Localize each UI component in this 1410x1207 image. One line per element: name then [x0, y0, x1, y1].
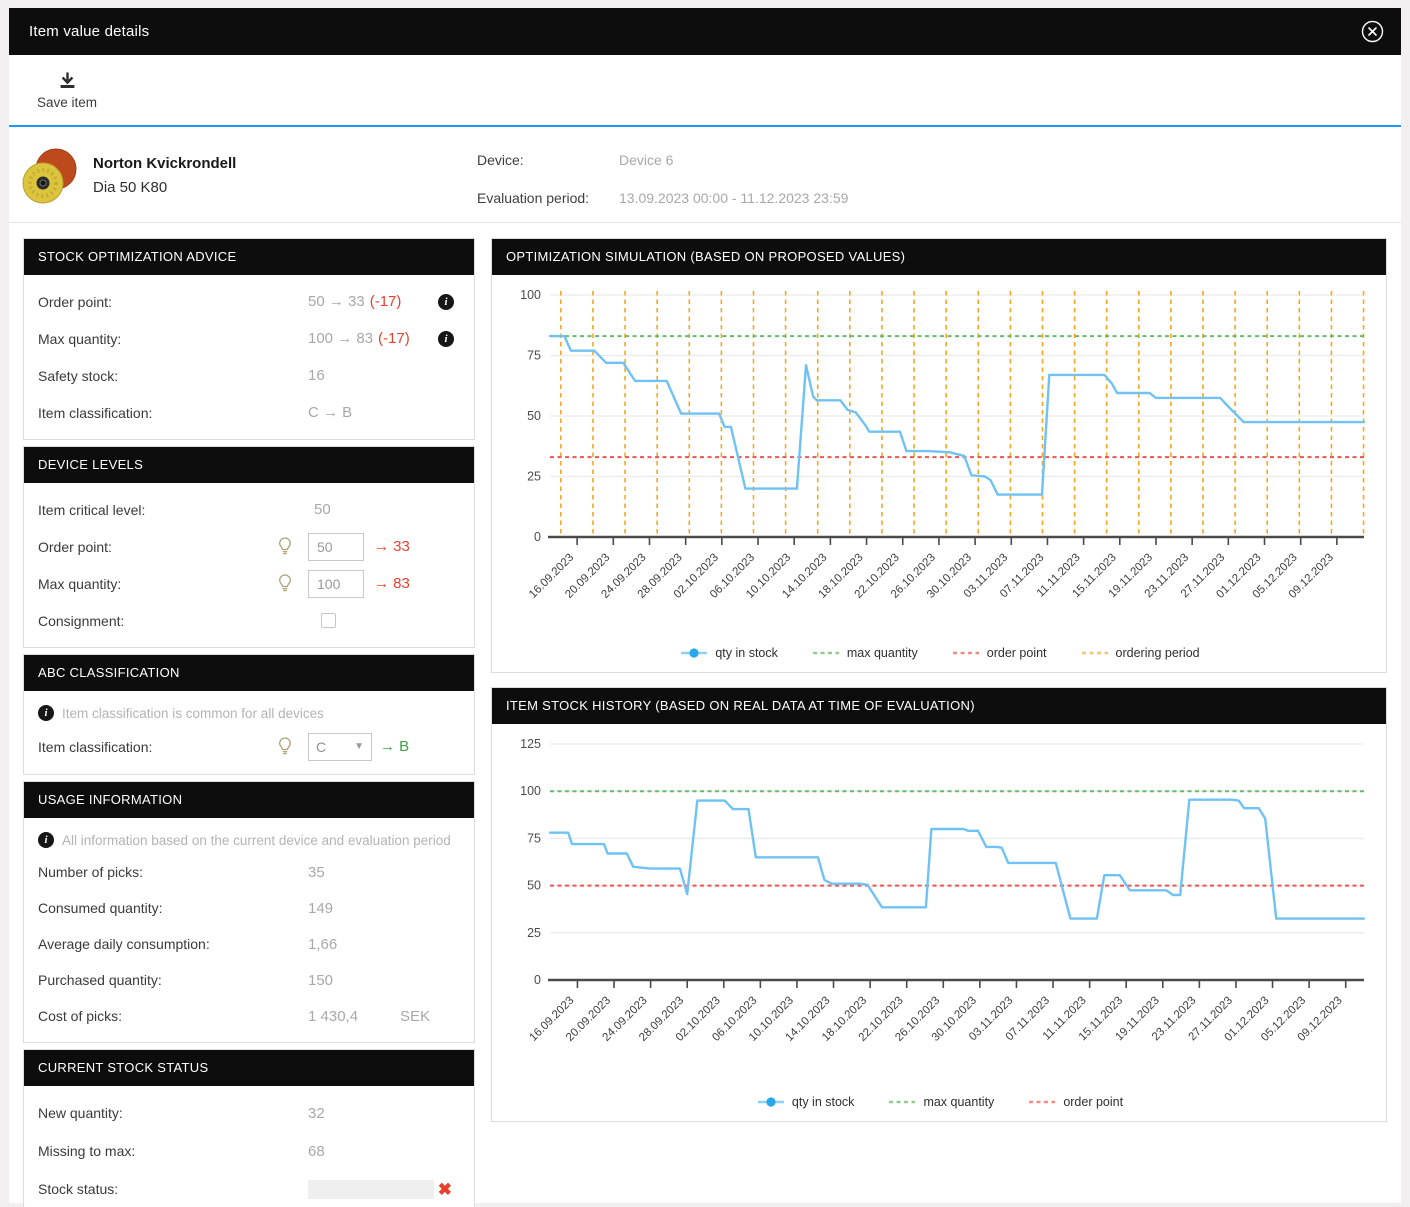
max-quantity-input[interactable]	[308, 570, 364, 598]
stock-progress-bar	[308, 1180, 434, 1199]
svg-text:75: 75	[527, 349, 541, 363]
download-icon	[58, 71, 77, 90]
item-value-details-dialog: Item value details Save item	[9, 8, 1401, 1203]
chevron-down-icon: ▼	[354, 741, 364, 752]
evaluation-period-value: 13.09.2023 00:00 - 11.12.2023 23:59	[619, 190, 848, 206]
stock-row-missing-to-max: Missing to max: 68	[38, 1132, 460, 1170]
item-meta: Device: Device 6 Evaluation period: 13.0…	[477, 141, 848, 217]
usage-row-purchased-quantity: Purchased quantity: 150	[38, 962, 460, 998]
device-row-consignment: Consignment:	[38, 602, 460, 639]
device-value: Device 6	[619, 152, 673, 168]
usage-row-cost-of-picks: Cost of picks: 1 430,4SEK	[38, 998, 460, 1034]
panel-title: ABC CLASSIFICATION	[24, 655, 474, 691]
svg-text:100: 100	[520, 784, 541, 798]
device-row-order-point: Order point: → 33	[38, 528, 460, 565]
legend-item-qty-in-stock: qty in stock	[680, 646, 778, 660]
info-icon: i	[38, 705, 54, 721]
panel-optimization-simulation: OPTIMIZATION SIMULATION (BASED ON PROPOS…	[491, 238, 1387, 673]
item-thumbnail	[21, 147, 77, 205]
info-icon[interactable]: i	[438, 331, 454, 347]
info-icon: i	[38, 832, 54, 848]
legend-item-qty-in-stock: qty in stock	[757, 1095, 855, 1109]
item-header: Norton Kvickrondell Dia 50 K80 Device: D…	[9, 127, 1401, 223]
stock-row-new-quantity: New quantity: 32	[38, 1094, 460, 1132]
abc-row-item-classification: Item classification: C ▼ → B	[38, 727, 460, 766]
panel-title: USAGE INFORMATION	[24, 782, 474, 818]
advice-row-item-classification: Item classification: C → B	[38, 394, 460, 431]
device-row-critical-level: Item critical level: 50	[38, 491, 460, 528]
panel-current-stock-status: CURRENT STOCK STATUS New quantity: 32 Mi…	[23, 1049, 475, 1207]
svg-text:25: 25	[527, 470, 541, 484]
order-point-proposed: → 33	[374, 538, 410, 555]
usage-row-consumed-quantity: Consumed quantity: 149	[38, 890, 460, 926]
panel-device-levels: DEVICE LEVELS Item critical level: 50 Or…	[23, 446, 475, 648]
close-button[interactable]	[1359, 19, 1385, 45]
consignment-checkbox[interactable]	[321, 613, 336, 628]
advice-row-max-quantity: Max quantity: 100 → 83(-17) i	[38, 320, 460, 357]
save-item-button[interactable]: Save item	[37, 71, 97, 110]
legend-item-max-quantity: max quantity	[812, 646, 918, 660]
legend-item-ordering-period: ordering period	[1081, 646, 1200, 660]
device-label: Device:	[477, 152, 619, 168]
lightbulb-icon[interactable]	[278, 574, 308, 593]
panel-item-stock-history: ITEM STOCK HISTORY (BASED ON REAL DATA A…	[491, 687, 1387, 1122]
usage-row-number-of-picks: Number of picks: 35	[38, 854, 460, 890]
optimization-simulation-chart: 025507510016.09.202320.09.202324.09.2023…	[492, 275, 1386, 672]
currency-label: SEK	[400, 1008, 430, 1025]
panel-abc-classification: ABC CLASSIFICATION i Item classification…	[23, 654, 475, 775]
item-description: Dia 50 K80	[93, 179, 236, 196]
legend-item-order-point: order point	[952, 646, 1047, 660]
dialog-title: Item value details	[29, 23, 149, 40]
svg-text:50: 50	[527, 879, 541, 893]
chart-legend: qty in stock max quantity order point order…	[500, 640, 1380, 666]
svg-text:100: 100	[520, 288, 541, 302]
lightbulb-icon[interactable]	[278, 737, 308, 756]
panel-title: OPTIMIZATION SIMULATION (BASED ON PROPOS…	[492, 239, 1386, 275]
x-mark-icon: ✖	[438, 1181, 452, 1198]
svg-text:0: 0	[534, 973, 541, 987]
evaluation-period-label: Evaluation period:	[477, 190, 619, 206]
panel-usage-information: USAGE INFORMATION i All information base…	[23, 781, 475, 1043]
svg-text:25: 25	[527, 926, 541, 940]
svg-text:50: 50	[527, 409, 541, 423]
abc-note: i Item classification is common for all …	[38, 699, 460, 727]
screen: Item value details Save item	[0, 0, 1410, 1207]
device-row-max-quantity: Max quantity: → 83	[38, 565, 460, 602]
panel-title: ITEM STOCK HISTORY (BASED ON REAL DATA A…	[492, 688, 1386, 724]
lightbulb-icon[interactable]	[278, 537, 308, 556]
dialog-titlebar: Item value details	[9, 8, 1401, 55]
critical-level-value: 50	[314, 501, 331, 518]
panel-stock-optimization-advice: STOCK OPTIMIZATION ADVICE Order point: 5…	[23, 238, 475, 440]
info-icon[interactable]: i	[438, 294, 454, 310]
legend-item-max-quantity: max quantity	[888, 1095, 994, 1109]
dialog-toolbar: Save item	[9, 55, 1401, 127]
usage-note: i All information based on the current d…	[38, 826, 460, 854]
usage-row-average-daily-consumption: Average daily consumption: 1,66	[38, 926, 460, 962]
circle-x-icon	[1360, 19, 1385, 44]
classification-proposed: → B	[380, 738, 409, 755]
advice-row-safety-stock: Safety stock: 16	[38, 357, 460, 394]
chart-legend: qty in stock max quantity order point	[500, 1089, 1380, 1115]
svg-text:125: 125	[520, 737, 541, 751]
panel-title: DEVICE LEVELS	[24, 447, 474, 483]
item-classification-select[interactable]: C ▼	[308, 733, 372, 761]
panel-title: STOCK OPTIMIZATION ADVICE	[24, 239, 474, 275]
panel-title: CURRENT STOCK STATUS	[24, 1050, 474, 1086]
save-item-label: Save item	[37, 95, 97, 110]
item-stock-history-chart: 025507510012516.09.202320.09.202324.09.2…	[492, 724, 1386, 1121]
item-name: Norton Kvickrondell	[93, 155, 236, 172]
stock-row-stock-status: Stock status: ✖	[38, 1170, 460, 1207]
svg-text:0: 0	[534, 530, 541, 544]
legend-item-order-point: order point	[1028, 1095, 1123, 1109]
order-point-input[interactable]	[308, 533, 364, 561]
max-quantity-proposed: → 83	[374, 575, 410, 592]
advice-row-order-point: Order point: 50 → 33(-17) i	[38, 283, 460, 320]
svg-text:75: 75	[527, 831, 541, 845]
